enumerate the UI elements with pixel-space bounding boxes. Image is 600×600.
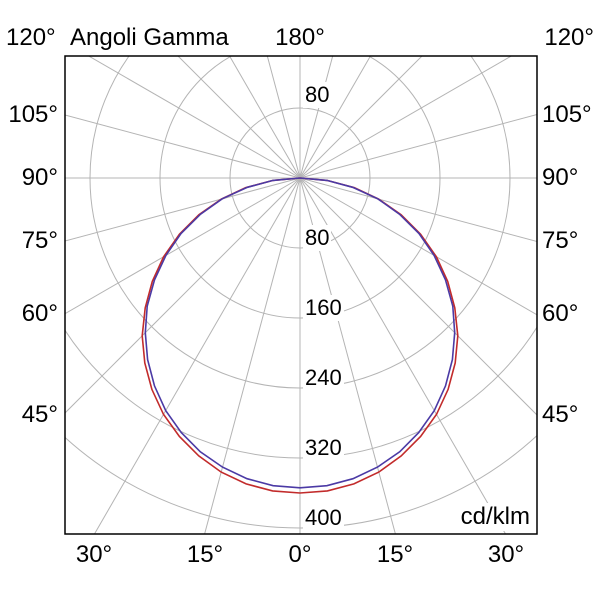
angle-label-bottom-15-right: 15° — [376, 541, 414, 568]
angle-label-right-105: 105° — [542, 101, 592, 128]
angle-label-120-top-left: 120° — [6, 24, 56, 51]
angle-label-bottom-30-left: 30° — [75, 541, 113, 568]
intensity-curves — [141, 177, 459, 494]
angle-label-180: 180° — [275, 24, 325, 51]
angle-label-right-60: 60° — [542, 300, 579, 327]
ring-label-80-bottom: 80 — [303, 225, 332, 251]
curve-red-curve — [141, 177, 459, 494]
ring-label-320: 320 — [303, 435, 344, 461]
ring-label-160: 160 — [303, 295, 344, 321]
angle-label-right-90: 90° — [542, 164, 579, 191]
angle-label-right-45: 45° — [542, 401, 579, 428]
angle-label-bottom-0: 0° — [288, 541, 312, 568]
angle-label-right-75: 75° — [542, 227, 579, 254]
ring-label-240: 240 — [303, 365, 344, 391]
curve-violet-curve — [144, 177, 456, 489]
chart-title: Angoli Gamma — [70, 24, 229, 51]
angle-label-left-60: 60° — [21, 300, 58, 327]
angle-label-left-105: 105° — [8, 101, 58, 128]
angle-label-120-top-right: 120° — [544, 24, 594, 51]
ring-label-80-top: 80 — [303, 82, 332, 108]
angle-label-left-90: 90° — [21, 164, 58, 191]
plot-frame — [64, 55, 538, 535]
angle-label-bottom-30-right: 30° — [487, 541, 525, 568]
angle-label-left-45: 45° — [21, 401, 58, 428]
unit-label: cd/klm — [457, 503, 533, 531]
ring-label-400: 400 — [303, 505, 344, 531]
angle-label-left-75: 75° — [21, 227, 58, 254]
angle-label-bottom-15-left: 15° — [186, 541, 224, 568]
